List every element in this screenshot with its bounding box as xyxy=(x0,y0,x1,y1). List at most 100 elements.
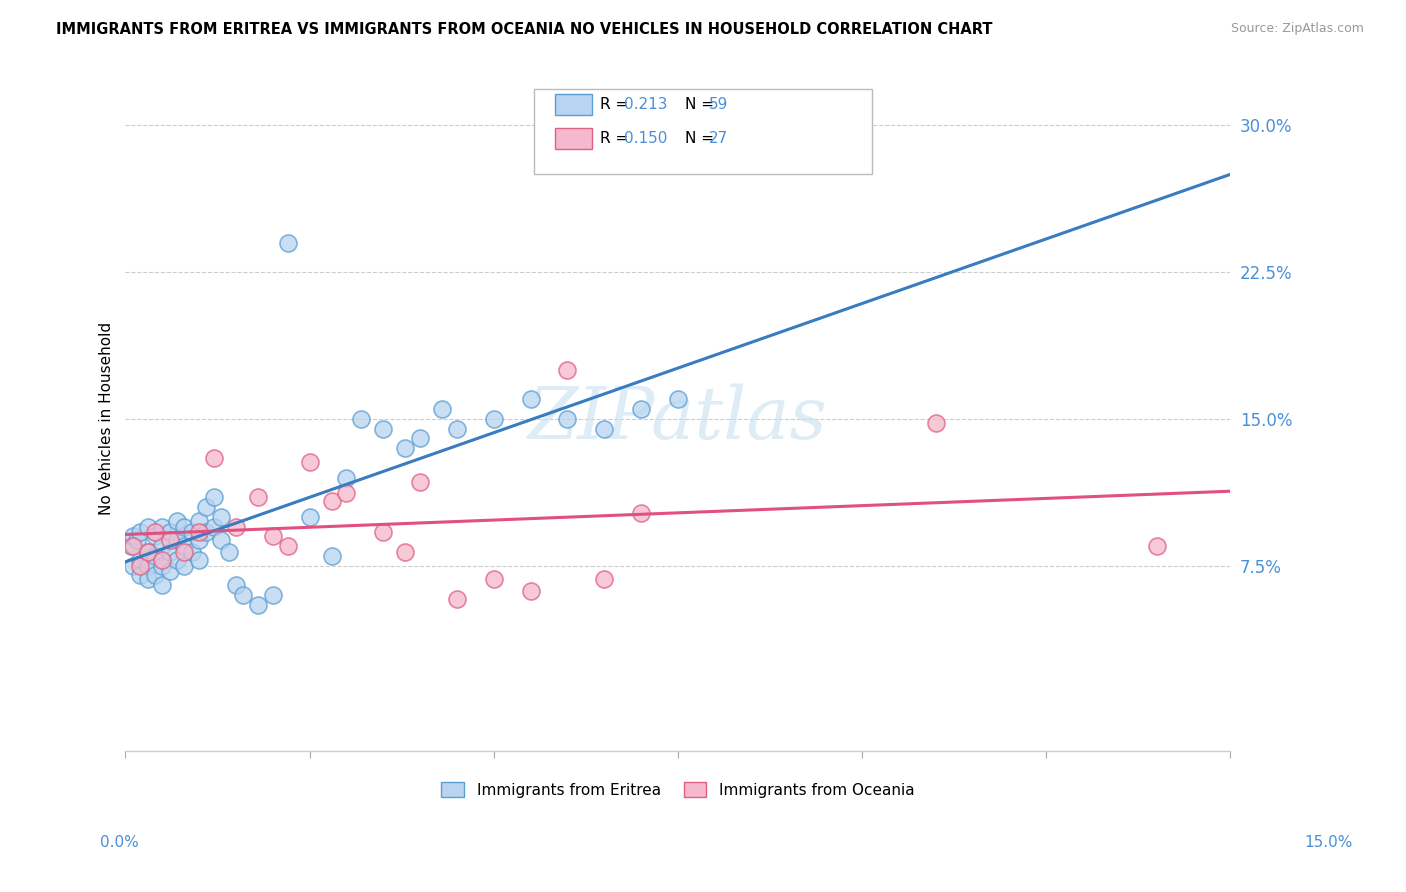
Text: 59: 59 xyxy=(709,97,728,112)
Point xyxy=(394,442,416,456)
Point xyxy=(209,509,232,524)
Point xyxy=(159,565,181,579)
Point xyxy=(298,455,321,469)
Text: IMMIGRANTS FROM ERITREA VS IMMIGRANTS FROM OCEANIA NO VEHICLES IN HOUSEHOLD CORR: IMMIGRANTS FROM ERITREA VS IMMIGRANTS FR… xyxy=(56,22,993,37)
Point xyxy=(143,568,166,582)
Point xyxy=(143,549,166,563)
Point xyxy=(136,545,159,559)
Point xyxy=(166,553,188,567)
Point xyxy=(1146,539,1168,553)
Text: 27: 27 xyxy=(709,131,728,145)
Text: 0.150: 0.150 xyxy=(624,131,668,145)
Point xyxy=(159,533,181,548)
Point xyxy=(430,402,453,417)
Point xyxy=(276,539,298,553)
Text: 0.0%: 0.0% xyxy=(100,836,139,850)
Point xyxy=(482,412,505,426)
Point xyxy=(409,475,432,489)
Point xyxy=(247,490,270,504)
Point xyxy=(121,558,143,573)
Point xyxy=(195,500,218,514)
Point xyxy=(150,553,173,567)
Point xyxy=(321,549,343,563)
Point xyxy=(394,545,416,559)
Point xyxy=(129,568,152,582)
Point xyxy=(666,392,689,407)
Point xyxy=(202,490,225,504)
Point xyxy=(166,514,188,528)
Text: N =: N = xyxy=(685,131,718,145)
Text: Source: ZipAtlas.com: Source: ZipAtlas.com xyxy=(1230,22,1364,36)
Point xyxy=(247,598,270,612)
Point xyxy=(350,412,373,426)
Point xyxy=(262,588,284,602)
Point xyxy=(150,558,173,573)
Point xyxy=(188,553,211,567)
Point xyxy=(195,525,218,540)
Point xyxy=(593,422,616,436)
Point xyxy=(225,578,247,592)
Point xyxy=(159,525,181,540)
Point xyxy=(166,533,188,548)
Point xyxy=(232,588,254,602)
Point xyxy=(373,422,395,436)
Point xyxy=(180,525,202,540)
Point xyxy=(129,525,152,540)
Point xyxy=(136,545,159,559)
Point xyxy=(173,558,195,573)
Point xyxy=(262,529,284,543)
Point xyxy=(630,506,652,520)
Point xyxy=(136,572,159,586)
Point xyxy=(188,533,211,548)
Point xyxy=(188,514,211,528)
Point xyxy=(446,591,468,606)
Point xyxy=(202,450,225,465)
Point xyxy=(121,539,143,553)
Text: ZIPatlas: ZIPatlas xyxy=(529,384,828,454)
Point xyxy=(136,558,159,573)
Point xyxy=(924,416,946,430)
Point xyxy=(373,525,395,540)
Point xyxy=(409,432,432,446)
Point xyxy=(129,558,152,573)
Point xyxy=(218,545,240,559)
Text: 0.213: 0.213 xyxy=(624,97,668,112)
Point xyxy=(209,533,232,548)
Text: R =: R = xyxy=(600,131,634,145)
Point xyxy=(225,519,247,533)
Point xyxy=(276,235,298,250)
Point xyxy=(593,572,616,586)
Text: 15.0%: 15.0% xyxy=(1305,836,1353,850)
Text: N =: N = xyxy=(685,97,718,112)
Point xyxy=(519,392,541,407)
Point xyxy=(335,486,357,500)
Point xyxy=(143,529,166,543)
Point xyxy=(150,519,173,533)
Legend: Immigrants from Eritrea, Immigrants from Oceania: Immigrants from Eritrea, Immigrants from… xyxy=(436,775,921,804)
Point xyxy=(159,545,181,559)
Point xyxy=(173,545,195,559)
Point xyxy=(136,519,159,533)
Point xyxy=(173,519,195,533)
Point xyxy=(125,533,148,548)
Point xyxy=(519,584,541,599)
Point xyxy=(129,553,152,567)
Point xyxy=(121,529,143,543)
Point xyxy=(143,525,166,540)
Point xyxy=(202,519,225,533)
Point xyxy=(150,539,173,553)
Point xyxy=(321,494,343,508)
Point xyxy=(557,412,579,426)
Y-axis label: No Vehicles in Household: No Vehicles in Household xyxy=(100,322,114,516)
Point xyxy=(335,470,357,484)
Point xyxy=(630,402,652,417)
Point xyxy=(298,509,321,524)
Point xyxy=(482,572,505,586)
Point xyxy=(150,578,173,592)
Point xyxy=(188,525,211,540)
Point xyxy=(180,545,202,559)
Point xyxy=(173,539,195,553)
Point xyxy=(446,422,468,436)
Point xyxy=(557,363,579,377)
Point xyxy=(120,539,142,553)
